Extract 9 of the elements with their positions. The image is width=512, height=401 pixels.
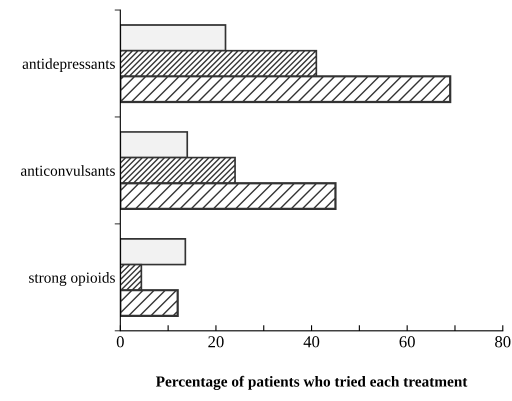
x-tick-label: 40 [304,336,320,348]
x-axis-title: Percentage of patients who tried each treatment [156,376,468,390]
y-tick-label: antidepressants [22,58,115,72]
x-tick-label: 20 [208,336,224,348]
x-tick-label: 0 [116,336,124,348]
x-tick-label: 80 [495,336,510,348]
x-tick-label: 60 [400,336,415,348]
y-tick-label: strong opioids [29,272,115,286]
y-tick-label: anticonvulsants [20,165,115,176]
